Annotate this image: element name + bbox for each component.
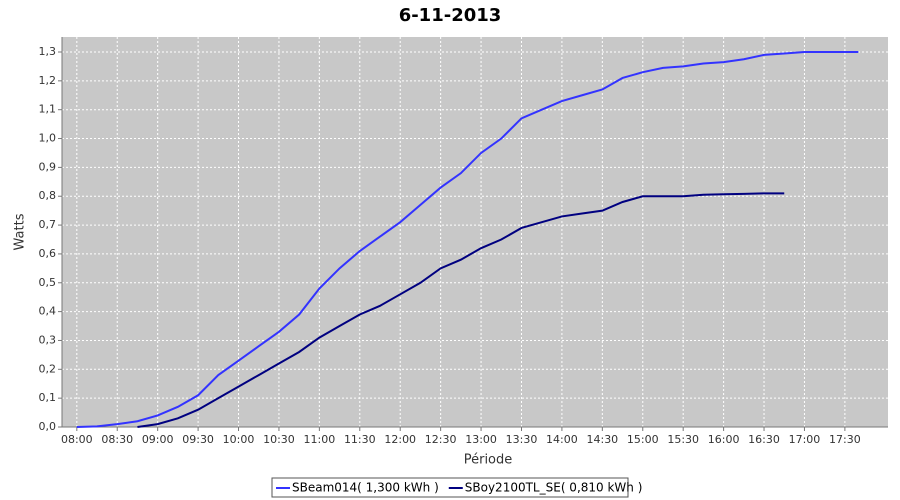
y-tick-label: 0,1 <box>39 391 57 404</box>
x-tick-label: 16:00 <box>708 433 740 446</box>
series-line <box>76 51 859 428</box>
x-tick-label: 10:00 <box>223 433 255 446</box>
y-tick-label: 0,6 <box>39 247 57 260</box>
y-tick-label: 1,0 <box>39 132 57 145</box>
x-tick-label: 13:00 <box>465 433 497 446</box>
x-tick-label: 10:30 <box>263 433 295 446</box>
y-tick-label: 0,9 <box>39 160 57 173</box>
legend-label: SBeam014( 1,300 kWh ) <box>292 481 439 495</box>
plot-area <box>62 37 888 427</box>
x-tick-label: 11:00 <box>304 433 336 446</box>
x-tick-label: 12:30 <box>425 433 457 446</box>
x-tick-label: 09:00 <box>142 433 174 446</box>
series-line <box>137 192 785 428</box>
y-tick-label: 0,2 <box>39 362 57 375</box>
x-tick-label: 14:30 <box>586 433 618 446</box>
y-tick-label: 0,4 <box>39 305 57 318</box>
y-tick-label: 1,3 <box>39 45 57 58</box>
x-tick-label: 15:30 <box>667 433 699 446</box>
y-tick-label: 1,1 <box>39 103 57 116</box>
legend-label: SBoy2100TL_SE( 0,810 kWh ) <box>465 481 643 495</box>
x-tick-label: 15:00 <box>627 433 659 446</box>
x-tick-label: 14:00 <box>546 433 578 446</box>
chart-title: 6-11-2013 <box>399 5 502 26</box>
x-tick-label: 08:00 <box>61 433 93 446</box>
x-tick-label: 16:30 <box>748 433 780 446</box>
y-tick-label: 1,2 <box>39 74 57 87</box>
x-tick-label: 17:00 <box>789 433 821 446</box>
x-tick-label: 13:30 <box>506 433 538 446</box>
x-tick-label: 12:00 <box>384 433 416 446</box>
x-tick-label: 17:30 <box>829 433 861 446</box>
y-axis-label: Watts <box>13 213 28 250</box>
x-tick-label: 11:30 <box>344 433 376 446</box>
x-tick-label: 09:30 <box>182 433 214 446</box>
y-tick-label: 0,8 <box>39 189 57 202</box>
x-tick-label: 08:30 <box>101 433 133 446</box>
y-tick-label: 0,0 <box>39 420 57 433</box>
x-axis-label: Période <box>464 453 513 468</box>
y-tick-label: 0,7 <box>39 218 57 231</box>
y-tick-label: 0,3 <box>39 333 57 346</box>
y-tick-label: 0,5 <box>39 276 57 289</box>
